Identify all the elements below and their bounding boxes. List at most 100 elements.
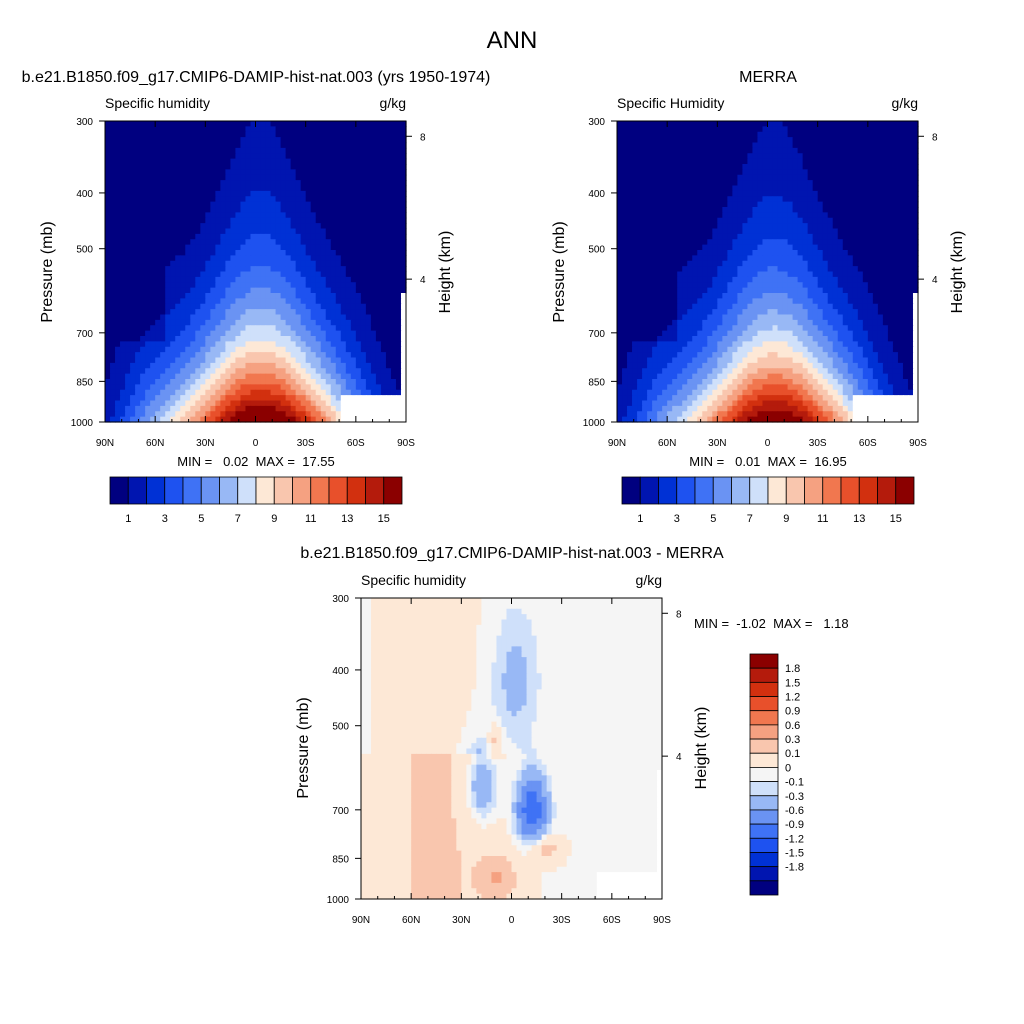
contour-cell <box>285 121 292 127</box>
contour-cell <box>250 276 257 283</box>
contour-cell <box>877 196 884 203</box>
contour-cell <box>225 180 232 187</box>
contour-cell <box>857 250 864 256</box>
x-tick-label: 90S <box>397 438 415 449</box>
contour-cell <box>300 196 307 203</box>
contour-cell <box>285 147 292 154</box>
contour-cell <box>902 147 909 154</box>
contour-cell <box>797 121 804 127</box>
contour-cell <box>205 174 211 181</box>
contour-cell <box>355 207 362 213</box>
contour-cell <box>380 314 387 321</box>
contour-cell <box>667 153 673 160</box>
contour-cell <box>632 142 638 149</box>
contour-cell <box>280 201 287 208</box>
contour-cell <box>355 250 362 256</box>
contour-cell <box>240 137 247 144</box>
contour-cell <box>897 223 904 230</box>
contour-cell <box>882 185 889 192</box>
contour-cell <box>235 293 242 299</box>
contour-cell <box>857 153 864 160</box>
contour-cell <box>240 180 247 187</box>
contour-cell <box>702 201 708 208</box>
contour-cell <box>697 244 703 251</box>
contour-cell <box>330 169 337 176</box>
contour-cell <box>320 298 327 305</box>
contour-cell <box>837 126 844 133</box>
contour-cell <box>185 217 191 224</box>
contour-cell <box>370 395 377 402</box>
panel-obs-contour-field <box>617 121 919 423</box>
contour-cell <box>215 389 221 396</box>
contour-cell <box>807 164 814 170</box>
contour-cell <box>355 368 362 375</box>
contour-cell <box>270 346 277 353</box>
contour-cell <box>290 400 297 407</box>
contour-cell <box>215 217 221 224</box>
contour-cell <box>260 357 267 364</box>
contour-cell <box>215 121 221 127</box>
contour-cell <box>325 293 332 299</box>
contour-cell <box>180 201 186 208</box>
contour-cell <box>245 389 252 396</box>
contour-cell <box>155 212 161 219</box>
contour-cell <box>215 185 221 192</box>
contour-cell <box>290 405 297 412</box>
contour-cell <box>797 169 804 176</box>
contour-cell <box>907 185 914 192</box>
contour-cell <box>882 147 889 154</box>
contour-cell <box>250 212 257 219</box>
contour-cell <box>280 319 287 326</box>
contour-cell <box>160 239 166 246</box>
contour-cell <box>752 196 759 203</box>
contour-cell <box>175 164 181 170</box>
contour-cell <box>662 180 668 187</box>
contour-cell <box>145 153 151 160</box>
contour-cell <box>305 357 312 364</box>
contour-cell <box>662 250 668 256</box>
contour-cell <box>882 239 889 246</box>
contour-cell <box>862 142 869 149</box>
contour-cell <box>330 239 337 246</box>
contour-cell <box>155 164 161 170</box>
contour-cell <box>817 190 824 197</box>
contour-cell <box>215 190 221 197</box>
contour-cell <box>220 416 226 423</box>
contour-cell <box>390 389 397 396</box>
contour-cell <box>687 244 693 251</box>
contour-cell <box>280 142 287 149</box>
contour-cell <box>837 131 844 138</box>
contour-cell <box>877 233 884 240</box>
contour-cell <box>140 368 146 375</box>
contour-cell <box>717 131 723 138</box>
contour-cell <box>912 196 919 203</box>
contour-cell <box>135 405 141 412</box>
contour-cell <box>255 147 262 154</box>
contour-cell <box>170 158 176 165</box>
contour-cell <box>195 282 201 289</box>
contour-cell <box>842 217 849 224</box>
contour-cell <box>135 282 141 289</box>
panel-model-title: b.e21.B1850.f09_g17.CMIP6-DAMIP-hist-nat… <box>22 69 491 86</box>
contour-cell <box>135 336 141 342</box>
contour-cell <box>350 330 357 337</box>
contour-cell <box>647 153 653 160</box>
contour-cell <box>220 131 226 138</box>
contour-cell <box>225 314 232 321</box>
contour-cell <box>627 169 633 176</box>
contour-cell <box>310 142 317 149</box>
contour-cell <box>305 255 312 262</box>
contour-cell <box>350 223 357 230</box>
contour-cell <box>260 228 267 235</box>
contour-cell <box>290 201 297 208</box>
contour-cell <box>225 330 232 337</box>
contour-cell <box>632 239 638 246</box>
contour-cell <box>220 379 226 385</box>
contour-cell <box>395 196 402 203</box>
contour-cell <box>837 164 844 170</box>
contour-cell <box>385 164 392 170</box>
contour-cell <box>837 228 844 235</box>
contour-cell <box>325 373 332 380</box>
contour-cell <box>852 196 859 203</box>
contour-cell <box>190 416 196 423</box>
